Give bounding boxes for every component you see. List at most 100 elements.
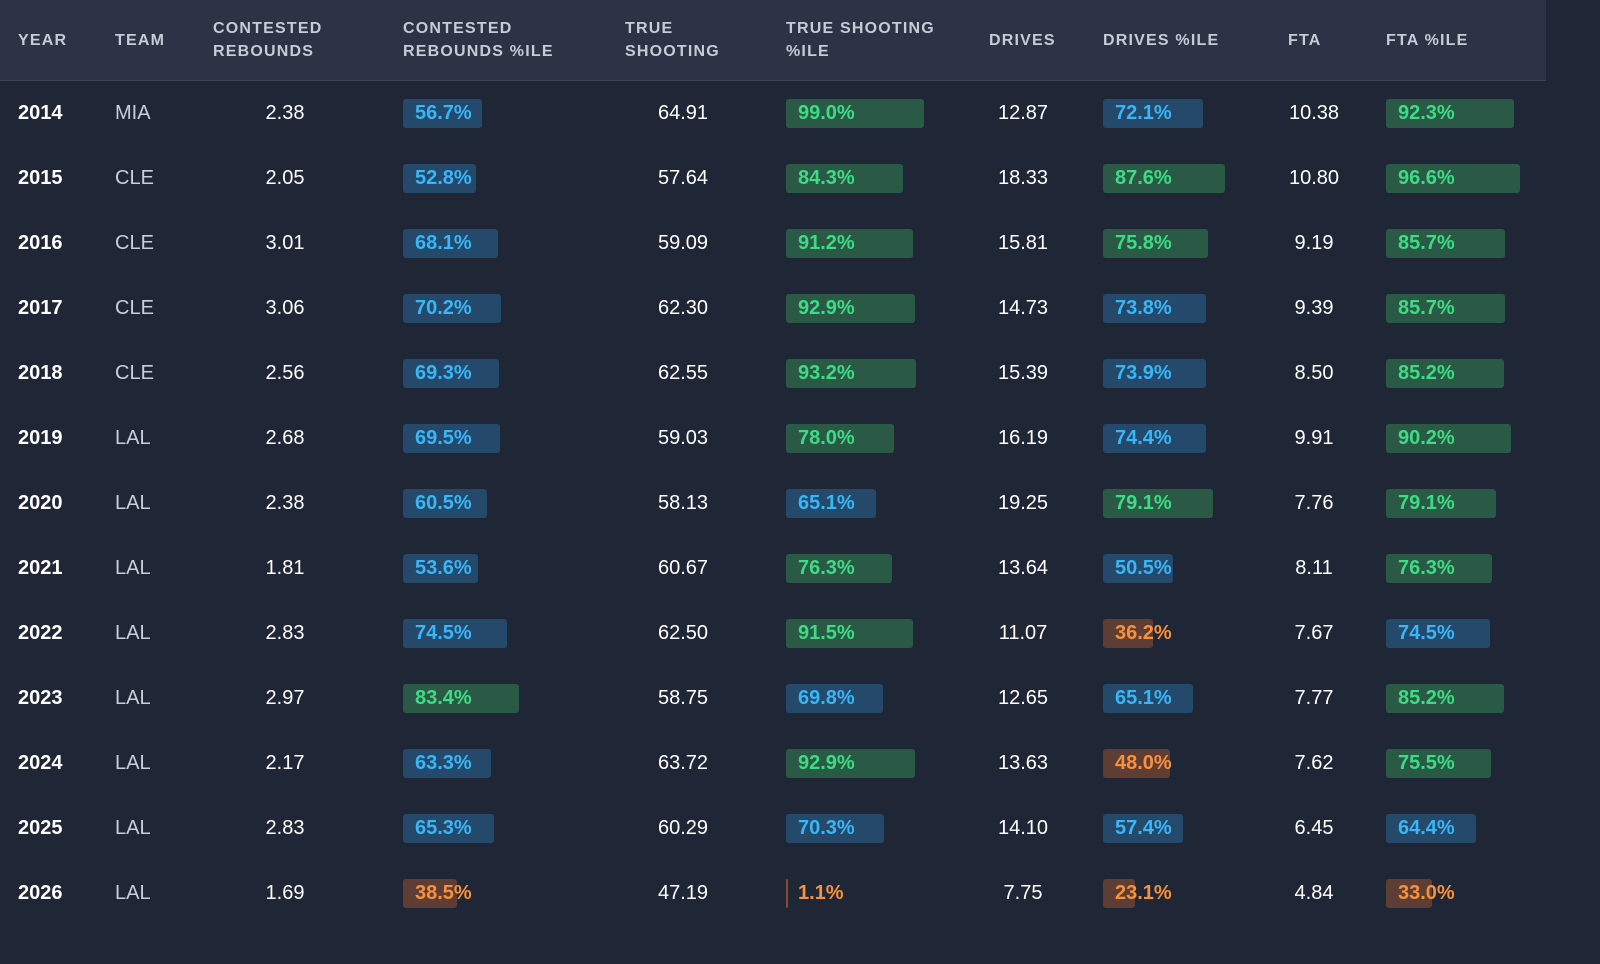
cell-fta: 9.19 bbox=[1294, 232, 1334, 254]
cell-true-shooting-pctile: 70.3% bbox=[786, 796, 976, 861]
column-header-contested-rebounds[interactable]: CONTESTED REBOUNDS bbox=[213, 0, 322, 80]
cell-drives: 13.63 bbox=[997, 752, 1049, 774]
table-row[interactable]: 2016 CLE 3.01 68.1% 59.09 91.2% 15.81 75.8% 9.19… bbox=[0, 211, 1546, 276]
cell-team: LAL bbox=[115, 687, 151, 709]
percentile-bar bbox=[786, 359, 916, 388]
percentile-value: 76.3% bbox=[1398, 557, 1455, 579]
cell-drives: 7.75 bbox=[1003, 882, 1043, 904]
column-header-team[interactable]: TEAM bbox=[115, 0, 165, 80]
percentile-bar bbox=[786, 164, 904, 193]
table-row[interactable]: 2014 MIA 2.38 56.7% 64.91 99.0% 12.87 72.1% 10.3… bbox=[0, 81, 1546, 146]
cell-team: CLE bbox=[115, 167, 154, 189]
cell-fta: 7.76 bbox=[1294, 492, 1334, 514]
percentile-bar bbox=[786, 619, 914, 648]
percentile-badge: 74.5% bbox=[1386, 619, 1490, 648]
percentile-badge: 83.4% bbox=[403, 684, 519, 713]
cell-drives: 13.64 bbox=[997, 557, 1049, 579]
percentile-value: 76.3% bbox=[798, 557, 855, 579]
percentile-value: 74.5% bbox=[1398, 622, 1455, 644]
cell-true-shooting-pctile: 93.2% bbox=[786, 341, 976, 406]
column-header-drives-pctile[interactable]: DRIVES %ILE bbox=[1103, 0, 1219, 80]
column-header-fta[interactable]: FTA bbox=[1288, 0, 1322, 80]
percentile-bar bbox=[1386, 424, 1512, 453]
percentile-badge: 64.4% bbox=[1386, 814, 1476, 843]
percentile-bar bbox=[403, 229, 498, 258]
cell-fta-pctile: 92.3% bbox=[1386, 81, 1536, 146]
percentile-value: 90.2% bbox=[1398, 427, 1455, 449]
cell-year: 2019 bbox=[18, 427, 63, 449]
percentile-value: 85.7% bbox=[1398, 297, 1455, 319]
column-header-drives[interactable]: DRIVES bbox=[989, 0, 1056, 80]
cell-true-shooting: 60.29 bbox=[657, 817, 709, 839]
cell-contested-rebounds-pctile: 63.3% bbox=[403, 731, 603, 796]
table-row[interactable]: 2017 CLE 3.06 70.2% 62.30 92.9% 14.73 73.8% 9.39… bbox=[0, 276, 1546, 341]
cell-true-shooting-pctile: 65.1% bbox=[786, 471, 976, 536]
cell-true-shooting-pctile: 76.3% bbox=[786, 536, 976, 601]
percentile-value: 63.3% bbox=[415, 752, 472, 774]
percentile-bar bbox=[1103, 294, 1206, 323]
table-row[interactable]: 2024 LAL 2.17 63.3% 63.72 92.9% 13.63 48.0% 7.62… bbox=[0, 731, 1546, 796]
cell-fta: 7.62 bbox=[1294, 752, 1334, 774]
percentile-badge: 65.1% bbox=[1103, 684, 1194, 713]
percentile-value: 52.8% bbox=[415, 167, 472, 189]
percentile-badge: 33.0% bbox=[1386, 879, 1455, 908]
percentile-value: 72.1% bbox=[1115, 102, 1172, 124]
table-row[interactable]: 2015 CLE 2.05 52.8% 57.64 84.3% 18.33 87.6% 10.8… bbox=[0, 146, 1546, 211]
percentile-bar bbox=[1386, 99, 1515, 128]
cell-team: CLE bbox=[115, 297, 154, 319]
table-row[interactable]: 2022 LAL 2.83 74.5% 62.50 91.5% 11.07 36.2% 7.67… bbox=[0, 601, 1546, 666]
table-row[interactable]: 2025 LAL 2.83 65.3% 60.29 70.3% 14.10 57.4% 6.45… bbox=[0, 796, 1546, 861]
percentile-value: 84.3% bbox=[798, 167, 855, 189]
column-header-fta-pctile[interactable]: FTA %ILE bbox=[1386, 0, 1468, 80]
percentile-badge: 91.5% bbox=[786, 619, 914, 648]
cell-contested-rebounds-pctile: 83.4% bbox=[403, 666, 603, 731]
percentile-value: 57.4% bbox=[1115, 817, 1172, 839]
percentile-badge: 75.8% bbox=[1103, 229, 1209, 258]
percentile-bar bbox=[1103, 554, 1174, 583]
table-row[interactable]: 2026 LAL 1.69 38.5% 47.19 1.1% 7.75 23.1% 4.84 33… bbox=[0, 861, 1546, 926]
percentile-bar bbox=[403, 619, 507, 648]
column-header-year[interactable]: YEAR bbox=[18, 0, 67, 80]
table-row[interactable]: 2020 LAL 2.38 60.5% 58.13 65.1% 19.25 79.1% 7.76… bbox=[0, 471, 1546, 536]
cell-contested-rebounds-pctile: 70.2% bbox=[403, 276, 603, 341]
cell-contested-rebounds-pctile: 53.6% bbox=[403, 536, 603, 601]
cell-true-shooting-pctile: 1.1% bbox=[786, 861, 976, 926]
percentile-badge: 79.1% bbox=[1386, 489, 1496, 518]
cell-contested-rebounds: 2.56 bbox=[265, 362, 305, 384]
column-header-true-shooting[interactable]: TRUE SHOOTING bbox=[625, 0, 720, 80]
cell-contested-rebounds: 2.83 bbox=[265, 622, 305, 644]
cell-drives-pctile: 87.6% bbox=[1103, 146, 1273, 211]
stats-table: YEAR TEAM CONTESTED REBOUNDS CONTESTED REBOUN… bbox=[0, 0, 1546, 926]
percentile-value: 85.7% bbox=[1398, 232, 1455, 254]
percentile-badge: 76.3% bbox=[1386, 554, 1493, 583]
cell-drives-pctile: 73.9% bbox=[1103, 341, 1273, 406]
column-header-contested-rebounds-pctile[interactable]: CONTESTED REBOUNDS %ILE bbox=[403, 0, 554, 80]
column-header-true-shooting-pctile[interactable]: TRUE SHOOTING %ILE bbox=[786, 0, 935, 80]
percentile-bar bbox=[403, 294, 501, 323]
percentile-badge: 70.3% bbox=[786, 814, 884, 843]
percentile-value: 73.8% bbox=[1115, 297, 1172, 319]
percentile-badge: 85.7% bbox=[1386, 294, 1506, 323]
percentile-value: 93.2% bbox=[798, 362, 855, 384]
percentile-value: 23.1% bbox=[1115, 882, 1172, 904]
table-row[interactable]: 2021 LAL 1.81 53.6% 60.67 76.3% 13.64 50.5% 8.11… bbox=[0, 536, 1546, 601]
percentile-value: 69.3% bbox=[415, 362, 472, 384]
table-row[interactable]: 2023 LAL 2.97 83.4% 58.75 69.8% 12.65 65.1% 7.77… bbox=[0, 666, 1546, 731]
cell-team: CLE bbox=[115, 362, 154, 384]
percentile-value: 56.7% bbox=[415, 102, 472, 124]
cell-drives-pctile: 73.8% bbox=[1103, 276, 1273, 341]
cell-contested-rebounds-pctile: 60.5% bbox=[403, 471, 603, 536]
cell-true-shooting: 47.19 bbox=[657, 882, 709, 904]
percentile-bar bbox=[786, 294, 916, 323]
cell-contested-rebounds: 2.83 bbox=[265, 817, 305, 839]
percentile-badge: 73.9% bbox=[1103, 359, 1206, 388]
percentile-value: 68.1% bbox=[415, 232, 472, 254]
table-row[interactable]: 2018 CLE 2.56 69.3% 62.55 93.2% 15.39 73.9% 8.50… bbox=[0, 341, 1546, 406]
cell-contested-rebounds-pctile: 68.1% bbox=[403, 211, 603, 276]
cell-contested-rebounds-pctile: 65.3% bbox=[403, 796, 603, 861]
percentile-badge: 69.3% bbox=[403, 359, 500, 388]
cell-team: LAL bbox=[115, 882, 151, 904]
cell-drives: 12.65 bbox=[997, 687, 1049, 709]
table-row[interactable]: 2019 LAL 2.68 69.5% 59.03 78.0% 16.19 74.4% 9.91… bbox=[0, 406, 1546, 471]
cell-true-shooting-pctile: 78.0% bbox=[786, 406, 976, 471]
